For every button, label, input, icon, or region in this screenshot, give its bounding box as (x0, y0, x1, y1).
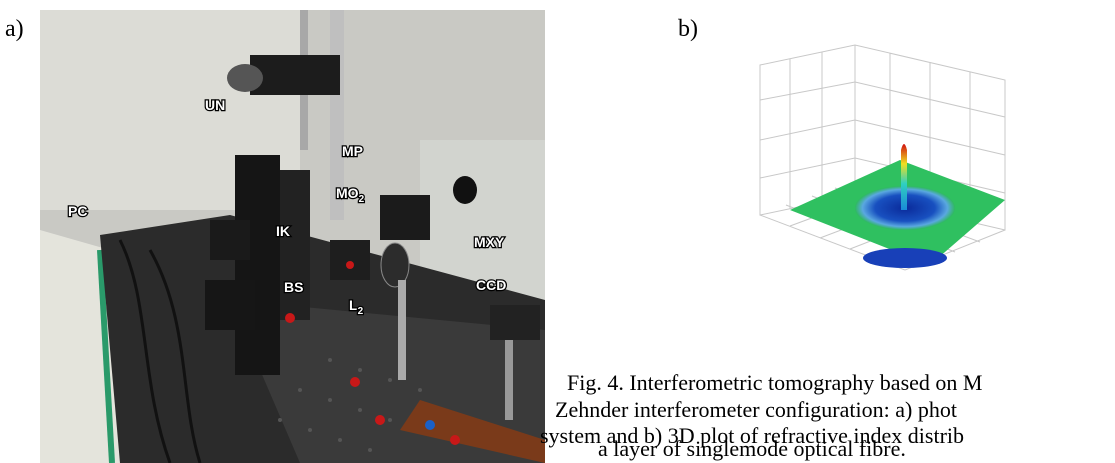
caption: Fig. 4. Interferometric tomography based… (540, 370, 982, 461)
photo-label: BS (284, 279, 303, 295)
photo-label-text: IK (276, 223, 290, 239)
photo-label: PC (68, 203, 87, 219)
photo-label: UN (205, 97, 225, 113)
photo-label-subscript: 2 (358, 306, 364, 317)
photo-label-text: PC (68, 203, 87, 219)
caption-line: Zehnder interferometer configuration: a)… (555, 397, 957, 422)
photo (40, 10, 545, 463)
panel-label: b) (678, 16, 698, 42)
photo-label-text: MXY (474, 234, 505, 250)
panel-label: a) (5, 16, 24, 42)
surface-peak (901, 144, 907, 210)
photo-label-subscript: 2 (359, 194, 365, 205)
photo-label-text: CCD (476, 277, 506, 293)
photo-label: IK (276, 223, 290, 239)
surface-underside (863, 248, 947, 268)
caption-line: Fig. 4. Interferometric tomography based… (567, 370, 982, 395)
photo-label: MP (342, 143, 363, 159)
photo-label-text: MO (336, 185, 359, 201)
photo-label-text: MP (342, 143, 363, 159)
photo-label-text: BS (284, 279, 303, 295)
photo-label: CCD (476, 277, 506, 293)
figure: a) b) (0, 0, 1115, 463)
photo-label: MXY (474, 234, 505, 250)
photo-label-text: UN (205, 97, 225, 113)
caption-line: a layer of singlemode optical fibre. (598, 436, 906, 461)
